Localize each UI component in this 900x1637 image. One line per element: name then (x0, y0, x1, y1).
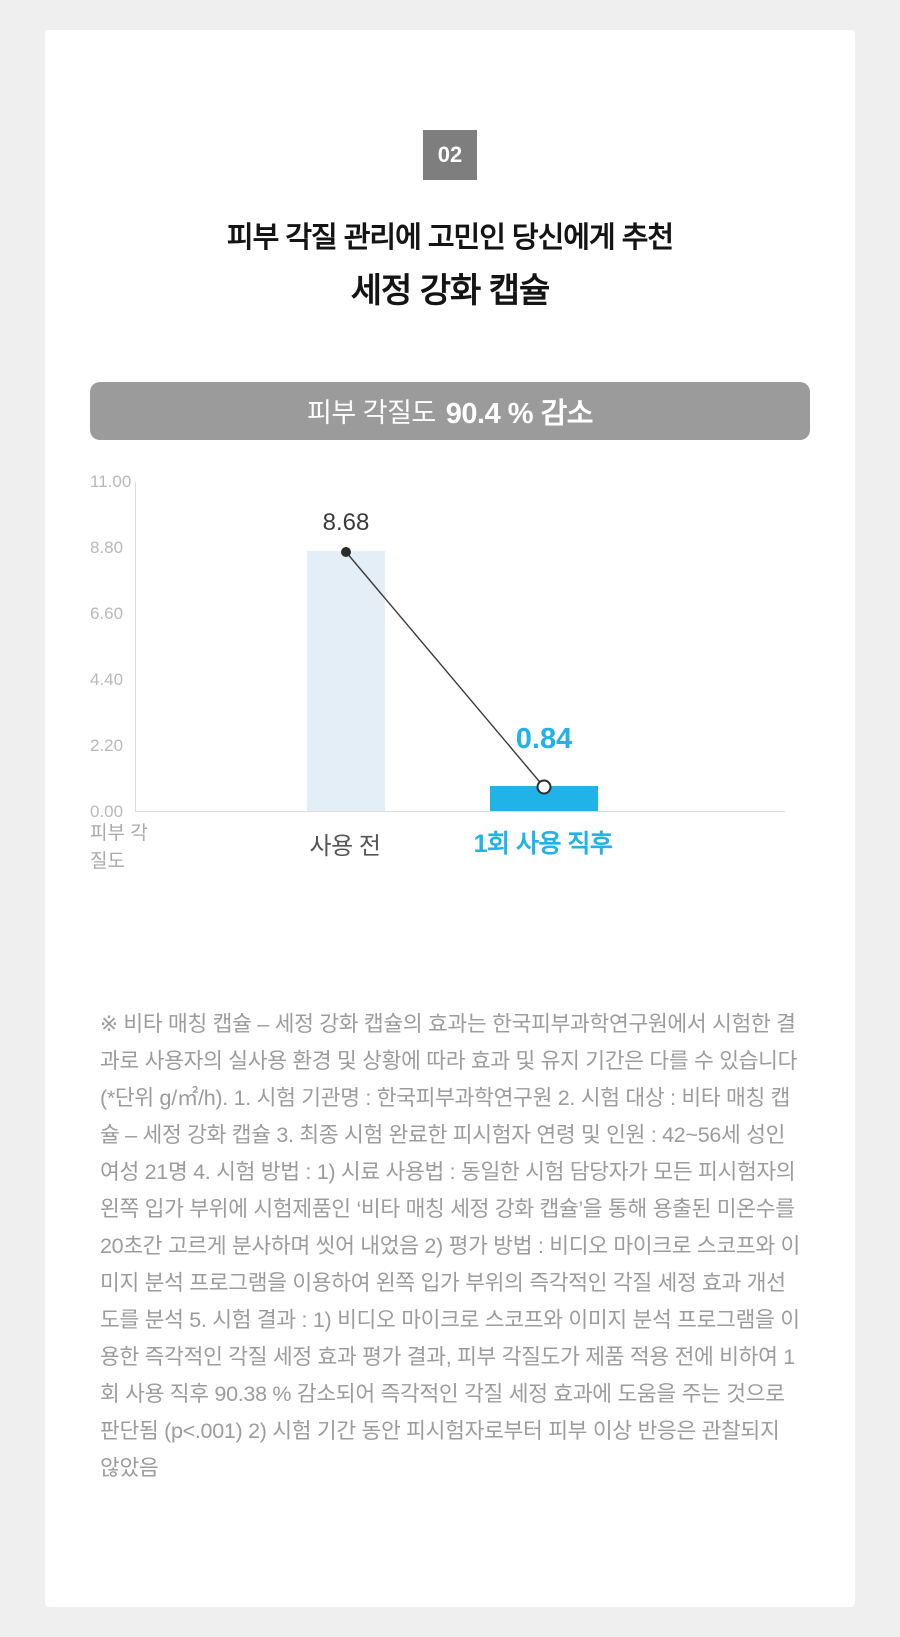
y-tick-label: 8.80 (90, 537, 124, 557)
section-title: 피부 각질 관리에 고민인 당신에게 추천 (226, 222, 674, 254)
section-number-badge: 02 (423, 130, 477, 180)
y-axis-caption: 피부 각질도 (90, 822, 148, 872)
y-tick-label: 4.40 (90, 669, 124, 689)
bar-before-use (307, 550, 385, 811)
trend-line (341, 546, 552, 795)
bar-chart: 11.00 8.80 6.60 4.40 2.20 0.00 8.68 0.84… (90, 472, 810, 932)
y-tick-label: 0.00 (90, 801, 124, 821)
y-tick-label: 11.00 (90, 471, 132, 491)
bar-after-use (490, 785, 598, 811)
x-label-before-use: 사용 전 (309, 832, 381, 860)
value-label-before: 8.68 (322, 508, 370, 536)
disclaimer-text: ※ 비타 매칭 캡슐 – 세정 강화 캡슐의 효과는 한국피부과학연구원에서 시… (100, 1011, 800, 1480)
chart-title-banner: 피부 각질도 90.4 % 감소 (90, 381, 810, 440)
y-tick-label: 6.60 (90, 603, 124, 623)
plot-area: 8.68 0.84 (135, 481, 785, 812)
content-card: 02 피부 각질 관리에 고민인 당신에게 추천 세정 강화 캡슐 피부 각질도… (45, 30, 855, 1607)
section-subtitle: 세정 강화 캡슐 (350, 271, 551, 310)
x-label-after-use: 1회 사용 직후 (473, 829, 613, 858)
banner-prefix: 피부 각질도 (307, 398, 436, 429)
y-tick-label: 2.20 (90, 735, 124, 755)
value-label-after: 0.84 (515, 722, 573, 755)
banner-highlight: 90.4 % 감소 (445, 397, 594, 430)
